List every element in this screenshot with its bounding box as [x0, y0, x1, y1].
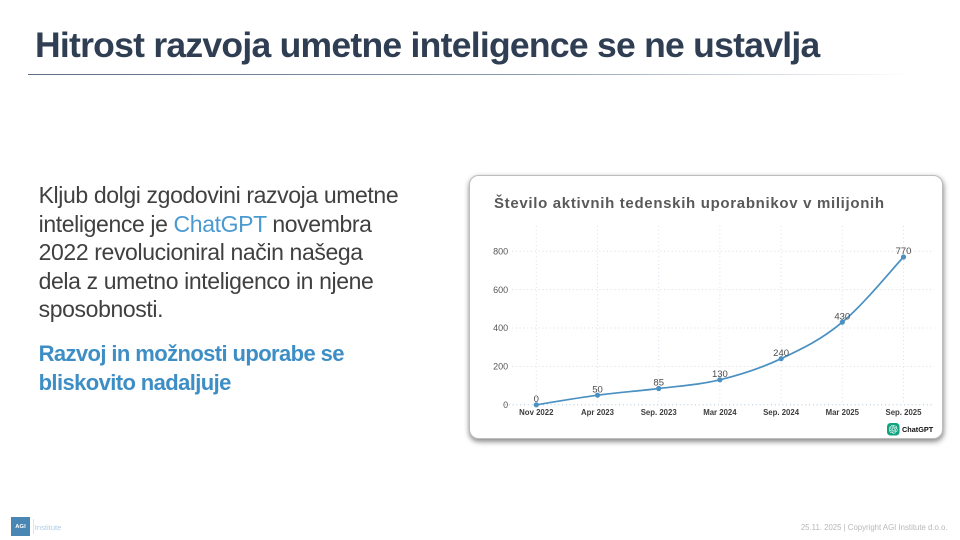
svg-text:400: 400 — [493, 323, 508, 333]
svg-text:Mar 2024: Mar 2024 — [703, 408, 737, 417]
svg-text:240: 240 — [773, 348, 789, 359]
svg-text:770: 770 — [896, 246, 912, 257]
svg-text:430: 430 — [834, 311, 850, 322]
svg-text:Apr 2023: Apr 2023 — [581, 408, 615, 417]
svg-text:Sep. 2023: Sep. 2023 — [641, 408, 678, 417]
svg-text:Nov 2022: Nov 2022 — [519, 408, 554, 417]
svg-text:600: 600 — [493, 285, 508, 295]
svg-text:200: 200 — [493, 362, 508, 372]
svg-text:50: 50 — [592, 384, 603, 395]
svg-text:Sep. 2025: Sep. 2025 — [886, 408, 923, 417]
svg-text:800: 800 — [493, 246, 508, 256]
svg-text:Sep. 2024: Sep. 2024 — [763, 408, 800, 417]
svg-text:0: 0 — [503, 400, 508, 410]
svg-text:0: 0 — [534, 394, 539, 405]
svg-text:85: 85 — [653, 378, 664, 389]
svg-text:130: 130 — [712, 369, 728, 380]
svg-text:ChatGPT: ChatGPT — [902, 425, 934, 434]
svg-text:Mar 2025: Mar 2025 — [826, 408, 860, 417]
